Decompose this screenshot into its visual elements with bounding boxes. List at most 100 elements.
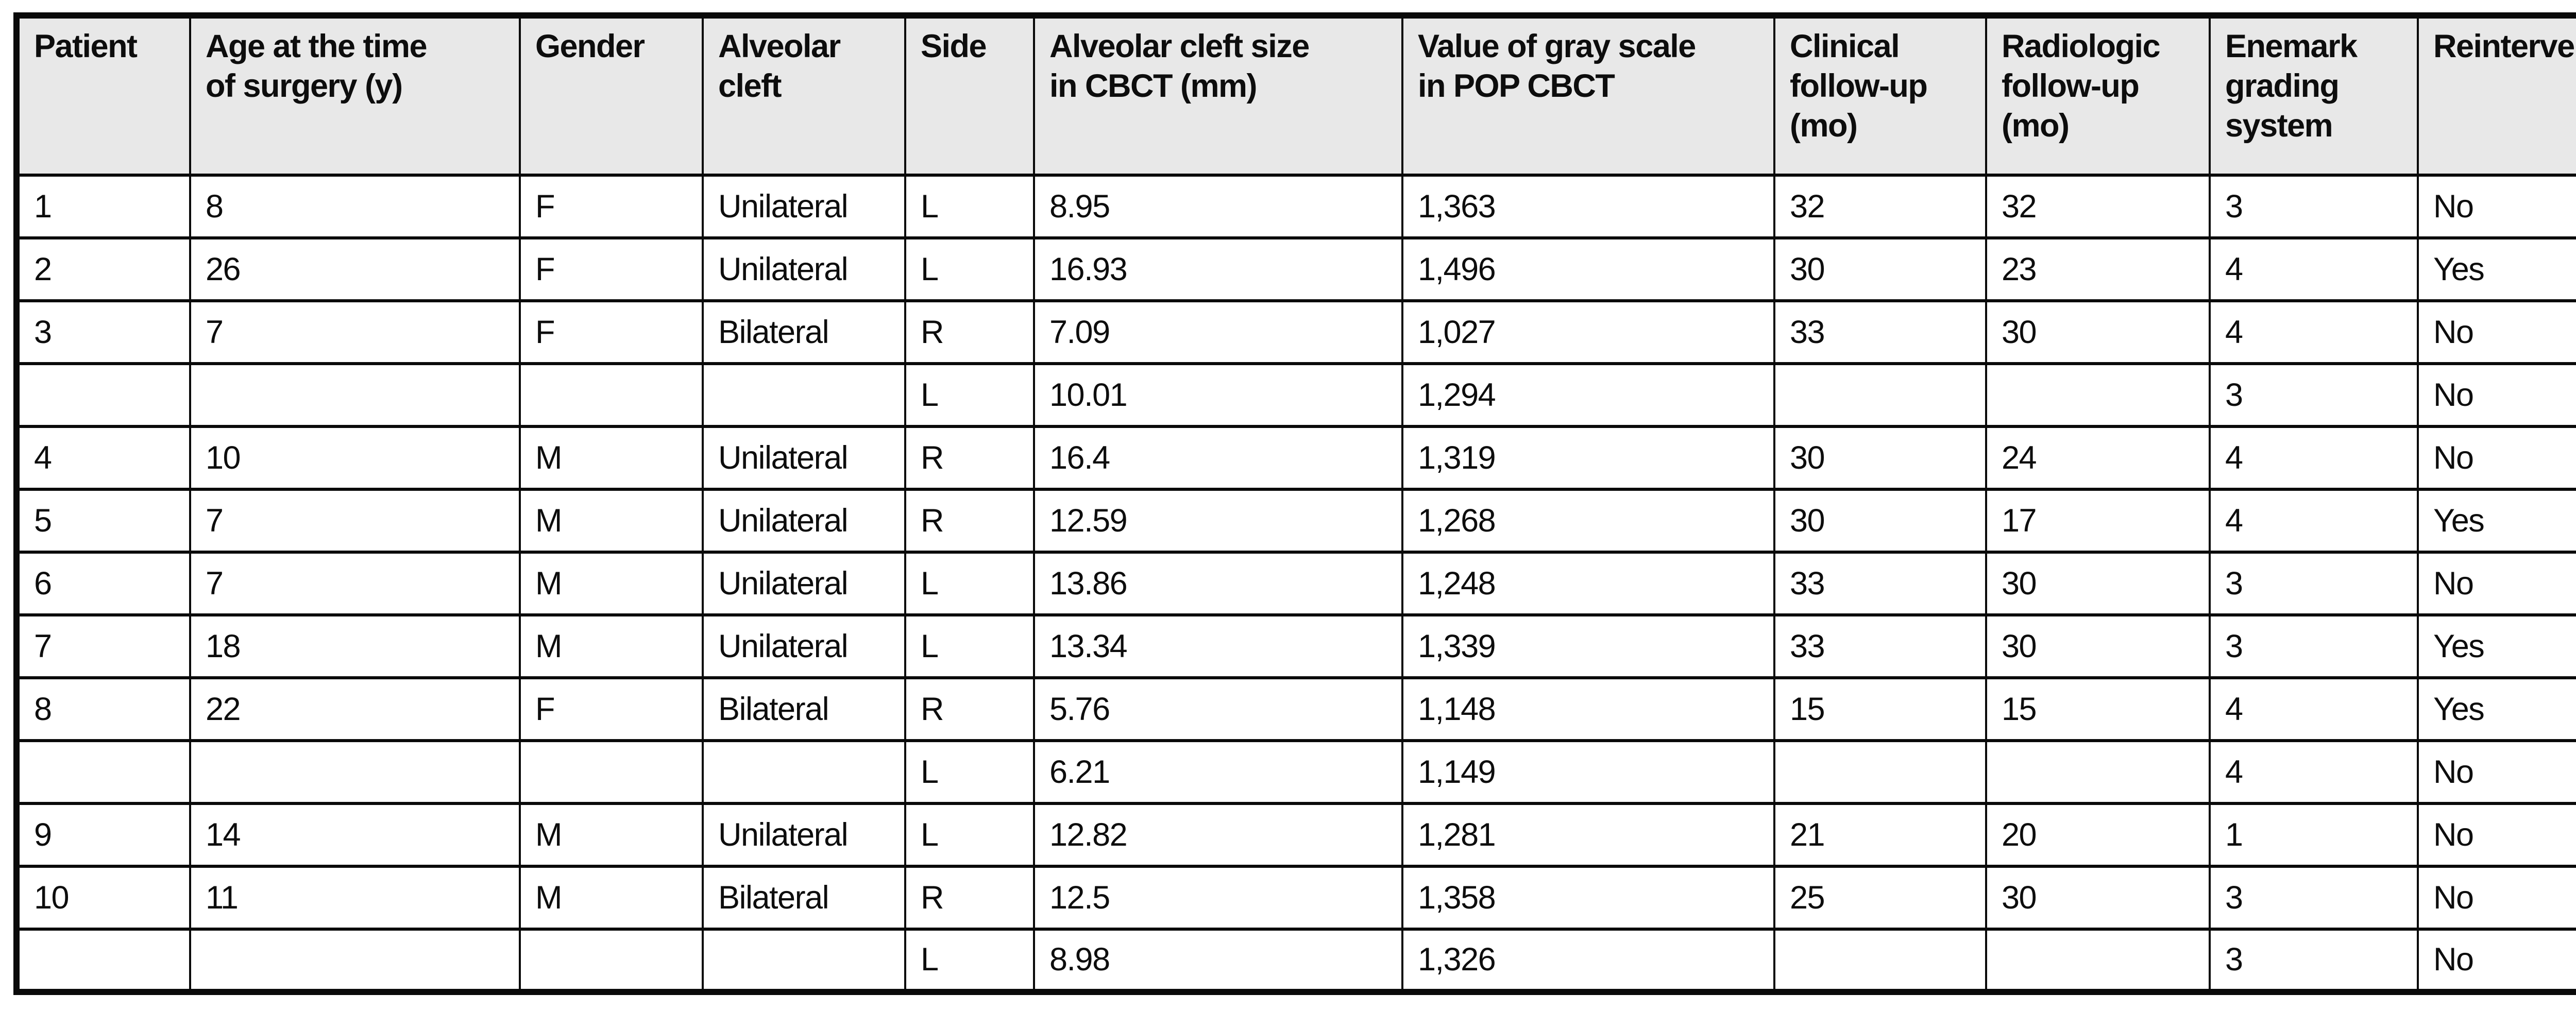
table-cell-reintervention: Yes bbox=[2417, 236, 2576, 302]
table-row: L10.011,2943NoNone bbox=[15, 362, 2576, 428]
table-cell-reintervention: Yes bbox=[2417, 613, 2576, 679]
table-cell-age: 10 bbox=[189, 425, 521, 491]
table-cell-side: L bbox=[904, 802, 1035, 868]
column-header-radiologic-fu: Radiologic follow-up (mo) bbox=[1985, 14, 2211, 177]
table-cell-age: 26 bbox=[189, 236, 521, 302]
table-cell-alveolar-cleft: Unilateral bbox=[702, 802, 906, 868]
table-cell-side: L bbox=[904, 928, 1035, 993]
table-cell-reintervention: No bbox=[2417, 299, 2576, 365]
table-cell-radiologic-fu: 17 bbox=[1985, 488, 2211, 554]
table-cell-alveolar-cleft: Bilateral bbox=[702, 676, 906, 742]
table-cell-radiologic-fu: 20 bbox=[1985, 802, 2211, 868]
table-cell-reintervention: Yes bbox=[2417, 488, 2576, 554]
table-cell-reintervention: No bbox=[2417, 865, 2576, 931]
table-cell-radiologic-fu bbox=[1985, 928, 2211, 993]
header-row: Patient Age at the time of surgery (y) Gen… bbox=[15, 14, 2576, 177]
table-cell-side: R bbox=[904, 676, 1035, 742]
table-cell-gender: F bbox=[519, 676, 704, 742]
table-cell-alveolar-cleft: Unilateral bbox=[702, 236, 906, 302]
table-cell-cleft-size: 7.09 bbox=[1033, 299, 1403, 365]
table-cell-age: 11 bbox=[189, 865, 521, 931]
table-cell-enemark: 4 bbox=[2209, 236, 2419, 302]
table-cell-gender bbox=[519, 739, 704, 805]
table-cell-age bbox=[189, 928, 521, 993]
column-header-enemark: Enemark grading system bbox=[2209, 14, 2419, 177]
table-cell-clinical-fu: 21 bbox=[1773, 802, 1987, 868]
table-cell-patient: 4 bbox=[15, 425, 191, 491]
table-cell-cleft-size: 8.98 bbox=[1033, 928, 1403, 993]
table-cell-radiologic-fu: 30 bbox=[1985, 299, 2211, 365]
table-cell-enemark: 4 bbox=[2209, 299, 2419, 365]
table-cell-clinical-fu: 30 bbox=[1773, 488, 1987, 554]
table-cell-gender: M bbox=[519, 613, 704, 679]
table-cell-enemark: 3 bbox=[2209, 362, 2419, 428]
table-cell-enemark: 3 bbox=[2209, 928, 2419, 993]
table-cell-reintervention: No bbox=[2417, 802, 2576, 868]
table-cell-patient: 9 bbox=[15, 802, 191, 868]
table-cell-patient bbox=[15, 739, 191, 805]
table-cell-cleft-size: 5.76 bbox=[1033, 676, 1403, 742]
table-cell-radiologic-fu: 32 bbox=[1985, 174, 2211, 239]
table-cell-alveolar-cleft bbox=[702, 362, 906, 428]
table-cell-radiologic-fu: 24 bbox=[1985, 425, 2211, 491]
table-cell-gray-scale: 1,248 bbox=[1401, 551, 1775, 616]
table-cell-radiologic-fu: 15 bbox=[1985, 676, 2211, 742]
table-cell-gray-scale: 1,339 bbox=[1401, 613, 1775, 679]
table-cell-alveolar-cleft: Unilateral bbox=[702, 488, 906, 554]
table-cell-alveolar-cleft: Unilateral bbox=[702, 174, 906, 239]
table-cell-gray-scale: 1,496 bbox=[1401, 236, 1775, 302]
column-header-reintervention: Reintervention bbox=[2417, 14, 2576, 177]
table-cell-patient bbox=[15, 928, 191, 993]
table-cell-clinical-fu: 33 bbox=[1773, 299, 1987, 365]
table-cell-alveolar-cleft: Unilateral bbox=[702, 425, 906, 491]
table-cell-reintervention: No bbox=[2417, 739, 2576, 805]
table-cell-patient: 7 bbox=[15, 613, 191, 679]
table-cell-age: 14 bbox=[189, 802, 521, 868]
table-cell-gray-scale: 1,326 bbox=[1401, 928, 1775, 993]
table-cell-gender: F bbox=[519, 299, 704, 365]
table-cell-enemark: 4 bbox=[2209, 425, 2419, 491]
table-cell-radiologic-fu: 30 bbox=[1985, 613, 2211, 679]
table-cell-patient bbox=[15, 362, 191, 428]
table-cell-age: 22 bbox=[189, 676, 521, 742]
table-cell-reintervention: Yes bbox=[2417, 676, 2576, 742]
table-cell-gray-scale: 1,281 bbox=[1401, 802, 1775, 868]
table-cell-gender: M bbox=[519, 488, 704, 554]
table-cell-enemark: 4 bbox=[2209, 488, 2419, 554]
table-row: 410MUnilateralR16.41,31930244NoIncomplet… bbox=[15, 425, 2576, 491]
table-cell-cleft-size: 16.4 bbox=[1033, 425, 1403, 491]
table-cell-gender: M bbox=[519, 425, 704, 491]
table-cell-age: 7 bbox=[189, 488, 521, 554]
table-cell-radiologic-fu bbox=[1985, 739, 2211, 805]
column-header-age: Age at the time of surgery (y) bbox=[189, 14, 521, 177]
table-cell-alveolar-cleft: Unilateral bbox=[702, 613, 906, 679]
table-cell-side: L bbox=[904, 362, 1035, 428]
table-cell-gray-scale: 1,149 bbox=[1401, 739, 1775, 805]
table-cell-clinical-fu bbox=[1773, 362, 1987, 428]
table-cell-cleft-size: 6.21 bbox=[1033, 739, 1403, 805]
table-cell-gender bbox=[519, 362, 704, 428]
table-cell-cleft-size: 12.82 bbox=[1033, 802, 1403, 868]
column-header-clinical-fu: Clinical follow-up (mo) bbox=[1773, 14, 1987, 177]
table-cell-clinical-fu bbox=[1773, 928, 1987, 993]
column-header-alveolar-cleft: Alveolar cleft bbox=[702, 14, 906, 177]
table-cell-gender: M bbox=[519, 802, 704, 868]
table-cell-reintervention: No bbox=[2417, 362, 2576, 428]
table-cell-reintervention: No bbox=[2417, 174, 2576, 239]
table-cell-patient: 6 bbox=[15, 551, 191, 616]
table-cell-clinical-fu: 30 bbox=[1773, 236, 1987, 302]
table-cell-side: L bbox=[904, 613, 1035, 679]
table-row: L8.981,3263NoNone bbox=[15, 928, 2576, 993]
table-cell-side: R bbox=[904, 299, 1035, 365]
table-cell-enemark: 3 bbox=[2209, 613, 2419, 679]
table-cell-clinical-fu bbox=[1773, 739, 1987, 805]
table-cell-age bbox=[189, 362, 521, 428]
table-cell-patient: 5 bbox=[15, 488, 191, 554]
table-cell-enemark: 3 bbox=[2209, 174, 2419, 239]
